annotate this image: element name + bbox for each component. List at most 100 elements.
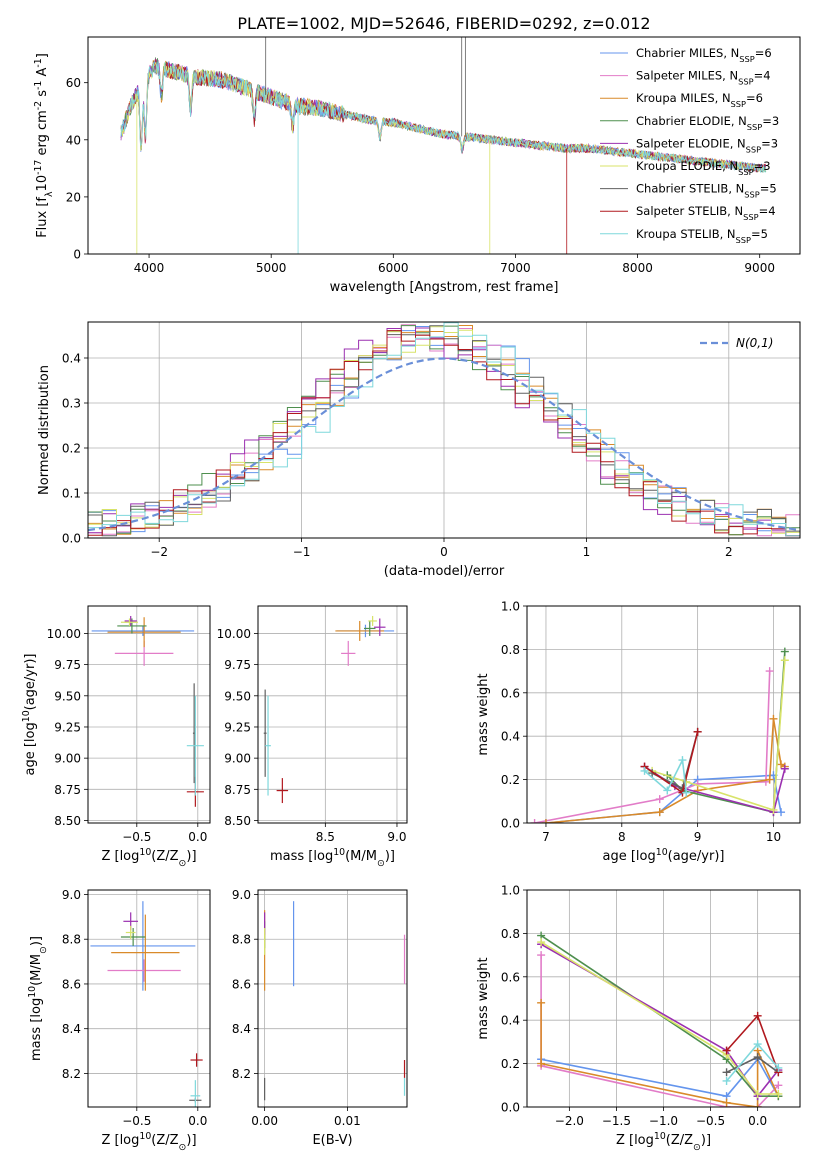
residual-histogram-8 [88,322,800,537]
y-tick-label: 0.0 [501,1101,520,1115]
y-tick-label: 0 [73,248,81,262]
x-tick-label: −1.0 [649,1114,678,1128]
residual-histogram-4 [88,327,800,537]
weight_vs_age-marker [765,667,774,676]
weight_vs_age-marker [640,766,649,775]
spectrum-frame [87,36,801,255]
weight_vs_Z-marker [537,938,546,947]
y-tick-label: 9.00 [224,752,251,766]
weight_vs_Z-marker [753,1040,762,1049]
y-tick-label: 0.2 [501,1057,520,1071]
x-tick-label: 0.01 [334,1114,361,1128]
x-tick-label: 0.0 [188,830,207,844]
y-tick-label: 8.2 [62,1067,81,1081]
spectrum-series-8 [120,61,767,174]
y-tick-label: 9.50 [224,689,251,703]
age_vs_mass-xlabel: mass [log10(M/M⊙)] [270,847,395,869]
weight_vs_age-marker [780,764,789,773]
weight_vs_Z-marker [537,998,546,1007]
figure-title: PLATE=1002, MJD=52646, FIBERID=0292, z=0… [237,14,650,33]
weight_vs_Z-marker [753,1103,762,1107]
y-tick-label: 9.75 [54,658,81,672]
weight_vs_Z-ylabel: mass weight [476,957,491,1039]
x-tick-label: 2 [725,545,733,559]
weight_vs_Z-series-5 [540,941,779,1095]
x-tick-label: −1 [293,545,311,559]
y-tick-label: 8.2 [232,1067,251,1081]
y-tick-label: 1.0 [501,600,520,614]
weight_vs_Z-marker [774,1081,783,1090]
mass_vs_EBV-frame [257,889,408,1108]
weight_vs_age-marker [530,819,539,823]
y-tick-label: 9.25 [54,720,81,734]
y-tick-label: 8.4 [62,1022,81,1036]
x-tick-label: −0.5 [122,1114,151,1128]
y-tick-label: 8.75 [224,783,251,797]
y-tick-label: 8.6 [232,977,251,991]
x-tick-label: −0.5 [696,1114,725,1128]
weight_vs_age-marker [769,805,778,814]
y-tick-label: 0.2 [501,773,520,787]
y-tick-label: 60 [66,76,81,90]
weight_vs_age-ylabel: mass weight [476,673,491,755]
spectrum-series-5 [120,61,767,172]
x-tick-label: 0.0 [188,1114,207,1128]
y-tick-label: 8.6 [62,977,81,991]
y-tick-label: 0.6 [501,686,520,700]
y-tick-label: 8.50 [224,814,251,828]
weight_vs_Z-marker [774,1063,783,1072]
y-tick-label: 0.6 [501,970,520,984]
y-tick-label: 8.8 [62,933,81,947]
x-tick-label: 4000 [134,261,165,275]
legend-entry: Chabrier STELIB, NSSP=5 [636,182,777,200]
weight_vs_Z-marker [537,951,546,960]
y-tick-label: 0.4 [501,1014,520,1028]
y-tick-label: 8.75 [54,783,81,797]
y-tick-label: 10.00 [47,627,81,641]
x-tick-label: −0.5 [122,830,151,844]
x-tick-label: 8 [618,830,626,844]
weight_vs_Z-marker [753,1053,762,1062]
weight_vs_age-marker [780,647,789,656]
y-tick-label: 0.0 [501,817,520,831]
y-tick-label: 20 [66,190,81,204]
weight_vs_age-series-8 [643,757,688,793]
legend-entry-normal: N(0,1) [736,336,773,350]
legend-entry: Salpeter STELIB, NSSP=4 [636,204,776,222]
weight_vs_Z-marker [537,1059,546,1068]
weight_vs_age-marker [769,714,778,723]
weight_vs_Z-marker [722,1098,731,1107]
y-tick-label: 8.50 [54,814,81,828]
weight_vs_age-marker [765,775,774,784]
weight_vs_age-marker [678,756,687,765]
mass_vs_Z-xlabel: Z [log10(Z/Z⊙)] [101,1131,196,1153]
weight_vs_Z-marker [722,1046,731,1055]
mass_vs_EBV-xlabel: E(B-V) [312,1133,352,1148]
mass_vs_Z-ylabel: mass [log10(M/M⊙)] [27,936,49,1061]
weight_vs_age-series-5 [651,660,786,812]
weight_vs_Z-marker [753,1011,762,1020]
age_vs_Z-xlabel: Z [log10(Z/Z⊙)] [101,847,196,869]
x-tick-label: 9 [694,830,702,844]
weight_vs_age-marker [655,795,664,804]
weight_vs_age-marker [693,786,702,795]
y-tick-label: 8.4 [232,1022,251,1036]
weight_vs_Z-marker [722,1068,731,1077]
weight_vs_Z-marker [774,1089,783,1098]
x-tick-label: 0.00 [251,1114,278,1128]
y-tick-label: 9.25 [224,720,251,734]
residuals-xlabel: (data-model)/error [384,564,505,579]
legend-entry: Salpeter ELODIE, NSSP=3 [636,136,778,154]
y-tick-label: 10.00 [217,627,251,641]
legend-entry: Kroupa ELODIE, NSSP=3 [636,159,771,177]
x-tick-label: −1.5 [602,1114,631,1128]
x-tick-label: 8.5 [316,830,335,844]
weight_vs_age-marker [780,656,789,665]
x-tick-label: −2.0 [555,1114,584,1128]
legend-entry: Chabrier ELODIE, NSSP=3 [636,114,779,132]
legend-entry: Kroupa STELIB, NSSP=5 [636,227,768,245]
y-tick-label: 0.2 [62,442,81,456]
age_vs_Z-frame [87,605,211,824]
x-tick-label: 5000 [256,261,287,275]
